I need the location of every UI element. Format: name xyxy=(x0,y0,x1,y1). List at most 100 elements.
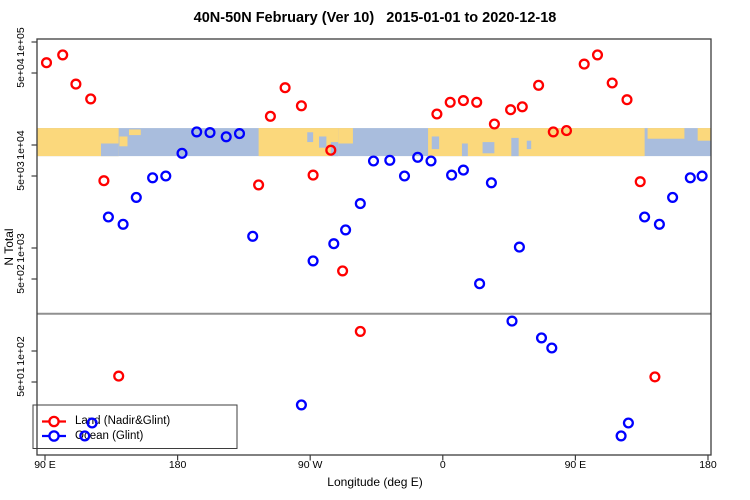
data-point-ocean xyxy=(191,126,203,138)
data-point-land xyxy=(307,169,319,181)
data-point-ocean xyxy=(233,128,246,140)
x-tick-label: 90 E xyxy=(34,459,56,471)
axis-tick-marks xyxy=(31,41,709,461)
data-point-ocean xyxy=(247,230,259,242)
x-tick-label: 180 xyxy=(699,459,717,471)
x-axis-title: Longitude (deg E) xyxy=(327,475,423,489)
data-point-land xyxy=(40,57,53,69)
data-point-ocean xyxy=(102,211,114,223)
map-band-sea xyxy=(319,136,327,148)
legend-label-land: Land (Nadir&Glint) xyxy=(75,415,171,427)
map-band-land xyxy=(697,128,711,141)
data-point-land xyxy=(591,49,604,61)
legend-item-ocean xyxy=(42,430,66,442)
data-point-land xyxy=(337,265,349,277)
plot-border-box xyxy=(36,38,712,456)
data-point-ocean xyxy=(474,278,486,290)
data-point-ocean xyxy=(622,417,634,429)
data-point-land xyxy=(578,58,590,70)
data-point-land xyxy=(98,175,110,187)
x-tick-label: 90 E xyxy=(564,459,587,471)
data-points-layer xyxy=(40,49,708,442)
legend-box xyxy=(32,404,238,449)
data-point-land xyxy=(113,370,125,382)
data-point-ocean xyxy=(446,169,458,181)
map-band-land xyxy=(647,128,685,139)
data-point-land xyxy=(253,179,265,191)
data-point-ocean xyxy=(425,155,437,167)
data-point-land xyxy=(431,108,443,120)
data-point-land xyxy=(57,49,69,61)
data-point-ocean xyxy=(130,191,142,203)
data-point-ocean xyxy=(367,155,380,167)
data-point-ocean xyxy=(384,154,396,166)
legend-label-ocean: Ocean (Glint) xyxy=(75,429,144,442)
map-band-sea xyxy=(100,143,119,157)
data-point-ocean xyxy=(117,218,129,230)
data-point-ocean xyxy=(684,172,696,184)
data-point-ocean xyxy=(639,211,651,223)
map-band-land xyxy=(128,129,141,136)
data-point-land xyxy=(533,79,545,91)
map-band-sea xyxy=(461,143,468,157)
data-point-land xyxy=(488,118,500,130)
data-point-land xyxy=(444,96,456,108)
data-point-land xyxy=(85,93,97,105)
data-point-ocean xyxy=(513,241,525,253)
legend xyxy=(32,404,238,449)
data-point-land xyxy=(457,95,469,107)
map-band-sea xyxy=(526,140,532,150)
data-point-land xyxy=(354,325,366,337)
data-point-land xyxy=(634,176,646,188)
data-point-land xyxy=(649,371,661,383)
data-point-ocean xyxy=(79,430,91,442)
data-point-ocean xyxy=(354,198,366,210)
map-band xyxy=(37,128,711,157)
data-point-land xyxy=(264,110,276,122)
x-tick-label: 0 xyxy=(439,459,446,471)
data-point-land xyxy=(70,78,82,90)
data-point-ocean xyxy=(457,164,469,176)
data-point-land xyxy=(279,82,291,94)
data-point-ocean xyxy=(546,342,558,354)
map-band-land xyxy=(119,136,128,147)
map-band-sea xyxy=(307,132,314,143)
data-point-ocean xyxy=(307,255,319,267)
data-point-land xyxy=(621,94,633,106)
data-point-ocean xyxy=(615,430,627,442)
data-point-ocean xyxy=(340,224,352,236)
data-point-ocean xyxy=(328,238,340,250)
data-point-ocean xyxy=(204,127,216,139)
data-point-ocean xyxy=(412,151,424,163)
data-point-ocean xyxy=(485,177,497,189)
data-point-ocean xyxy=(667,191,679,203)
data-point-ocean xyxy=(696,170,708,182)
map-band-sea xyxy=(482,142,495,154)
data-point-land xyxy=(505,104,517,116)
map-band-land xyxy=(428,128,645,157)
data-point-land xyxy=(295,100,307,112)
data-point-land xyxy=(606,77,618,89)
map-band-sea xyxy=(431,136,440,150)
data-point-ocean xyxy=(653,218,665,230)
x-tick-label: 180 xyxy=(168,459,187,471)
data-point-ocean xyxy=(86,417,98,429)
map-band-sea xyxy=(511,137,519,157)
data-point-ocean xyxy=(506,315,518,327)
legend-marker-ocean xyxy=(48,430,60,442)
map-band-land xyxy=(338,128,353,144)
data-point-ocean xyxy=(398,170,411,182)
data-point-ocean xyxy=(220,131,232,143)
data-point-ocean xyxy=(147,172,159,184)
data-point-ocean xyxy=(160,170,172,182)
data-point-ocean xyxy=(295,399,307,411)
legend-item-land xyxy=(42,415,66,428)
data-point-ocean xyxy=(535,332,548,344)
legend-marker-land xyxy=(48,415,60,428)
data-point-land xyxy=(547,126,559,138)
data-point-land xyxy=(471,96,483,108)
data-point-land xyxy=(560,125,573,137)
chart-title: 40N-50N February (Ver 10) 2015-01-01 to … xyxy=(193,10,557,26)
data-point-land xyxy=(325,144,337,156)
